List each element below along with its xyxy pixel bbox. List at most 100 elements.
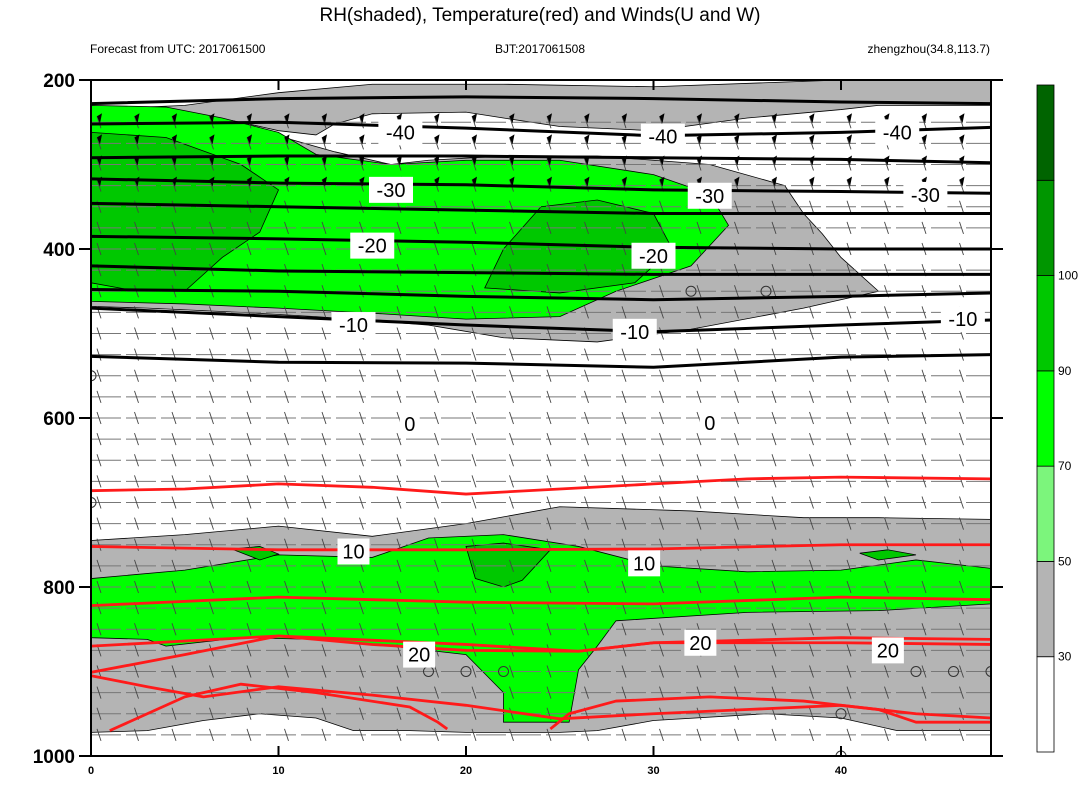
wind-barb (434, 432, 439, 446)
wind-barb (171, 158, 177, 171)
wind-barb (771, 158, 777, 171)
wind-barb (209, 665, 214, 678)
wind-flag (697, 134, 702, 145)
wind-barb (284, 242, 289, 256)
wind-barb (471, 116, 477, 129)
wind-barb (359, 179, 364, 192)
forecast-label: Forecast from UTC: 2017061500 (90, 42, 266, 56)
wind-barb (846, 623, 852, 636)
wind-barb (134, 475, 139, 488)
wind-flag (97, 113, 102, 124)
wind-flag (509, 155, 515, 166)
contour-label: -20 (358, 236, 387, 258)
contour-label: 10 (342, 542, 364, 564)
wind-flag (584, 134, 590, 145)
wind-barb (734, 137, 739, 150)
wind-barb (171, 390, 177, 404)
wind-barb (959, 390, 964, 404)
wind-barb (997, 518, 1001, 530)
wind-barb (396, 496, 402, 509)
wind-barb (321, 601, 327, 615)
wind-barb (546, 348, 552, 361)
wind-barb (884, 221, 889, 235)
wind-barb (734, 454, 739, 467)
wind-barb (321, 348, 327, 361)
wind-barb (696, 580, 702, 594)
wind-barb (471, 601, 477, 615)
wind-barb (546, 580, 552, 594)
wind-barb (997, 137, 1001, 149)
wind-barb (659, 411, 664, 425)
wind-flag (997, 113, 1002, 123)
wind-barb (134, 686, 139, 699)
wind-barb (809, 686, 814, 699)
wind-barb (621, 285, 627, 298)
wind-barb (359, 475, 364, 488)
wind-barb (734, 580, 739, 594)
wind-barb (246, 728, 252, 742)
wind-barb (921, 601, 927, 615)
wind-barb (396, 707, 402, 720)
wind-barb (134, 496, 139, 509)
wind-flag (359, 155, 365, 166)
wind-barb (846, 200, 852, 213)
wind-barb (584, 454, 589, 467)
wind-barb (246, 580, 252, 594)
wind-barb (546, 116, 552, 129)
wind-barb (209, 559, 214, 573)
wind-barb (997, 180, 1001, 192)
wind-barb (921, 432, 927, 446)
wind-barb (584, 517, 589, 530)
wind-barb (509, 454, 514, 467)
wind-barb (471, 686, 477, 699)
contour-label: -40 (648, 127, 677, 149)
wind-barb (659, 665, 664, 678)
wind-barb (997, 644, 1001, 656)
wind-barb (771, 728, 777, 742)
wind-flag (659, 176, 665, 187)
wind-barb (246, 686, 252, 699)
wind-barb (584, 496, 589, 509)
wind-barb (396, 432, 402, 446)
wind-barb (134, 242, 139, 256)
wind-barb (959, 623, 964, 636)
wind-flag (284, 155, 290, 166)
wind-barb (209, 327, 214, 340)
wind-barb (997, 159, 1001, 171)
wind-barb (284, 580, 289, 594)
wind-barb (396, 475, 402, 488)
temp-contour (91, 234, 991, 251)
wind-barb (509, 707, 514, 720)
wind-barb (921, 411, 927, 425)
wind-barb (434, 306, 439, 319)
wind-barb (771, 369, 777, 382)
wind-barb (546, 327, 552, 340)
wind-barb (696, 306, 702, 319)
temp-contour-red (109, 682, 449, 732)
wind-barb (959, 179, 964, 192)
colorbar-box (1036, 370, 1055, 467)
contour-label-box (337, 538, 370, 565)
wind-flag (509, 113, 515, 124)
wind-flag (772, 113, 777, 124)
wind-barb (509, 158, 514, 171)
wind-barb (546, 623, 552, 636)
wind-flag (697, 113, 702, 124)
wind-barb (134, 538, 139, 551)
wind-flag (322, 113, 327, 124)
wind-barb (846, 665, 852, 678)
contour-label: -10 (339, 315, 368, 337)
wind-barb (134, 369, 139, 382)
wind-barb (771, 644, 777, 657)
wind-barb (396, 580, 402, 594)
wind-barb (96, 221, 102, 235)
calm-circle (985, 666, 991, 677)
wind-barb (471, 665, 477, 678)
wind-barb (509, 411, 514, 425)
wind-barb (846, 601, 852, 615)
wind-barb (171, 559, 177, 573)
wind-barb (696, 116, 702, 129)
wind-barb (771, 221, 777, 235)
wind-barb (921, 221, 927, 235)
